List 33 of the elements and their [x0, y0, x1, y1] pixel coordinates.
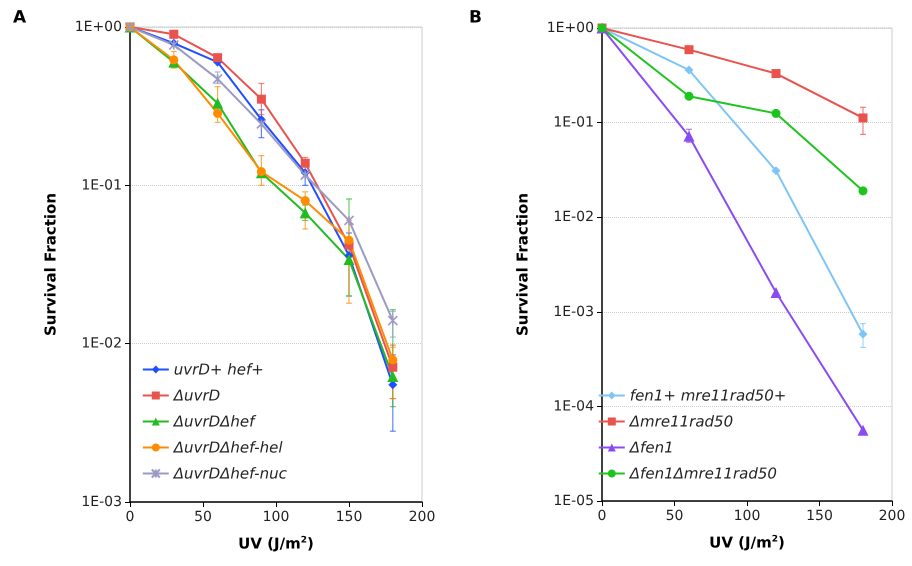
- x-tick-label: 100: [262, 509, 290, 525]
- y-tick-label: 1E-04: [553, 398, 594, 414]
- y-tick-label: 1E-03: [553, 304, 594, 320]
- chart-title: B: [469, 8, 482, 28]
- legend-label: ΔuvrDΔhef-hel: [172, 438, 284, 456]
- x-tick-label: 100: [734, 508, 760, 524]
- x-tick-label: 200: [878, 508, 906, 524]
- legend-label: ΔuvrDΔhef: [172, 412, 258, 430]
- legend-label: Δfen1Δmre11rad50: [628, 464, 777, 482]
- legend-label: ΔuvrDΔhef-nuc: [172, 464, 288, 482]
- legend-label: uvrD+ hef+: [174, 360, 264, 378]
- y-tick-label: 1E-01: [553, 114, 594, 131]
- y-tick-label: 1E-02: [553, 209, 594, 226]
- legend-label: Δmre11rad50: [628, 412, 734, 430]
- y-tick-label: 1E-01: [81, 177, 122, 194]
- legend-label: Δfen1: [628, 438, 674, 456]
- chart-title: A: [13, 8, 27, 28]
- y-tick-label: 1E-02: [81, 336, 122, 352]
- x-tick-label: 200: [408, 509, 436, 525]
- y-axis-title: Survival Fraction: [42, 192, 60, 336]
- x-tick-label: 50: [666, 508, 684, 524]
- y-tick-label: 1E-05: [553, 493, 594, 509]
- legend-label: ΔuvrD: [172, 386, 220, 404]
- x-tick-label: 0: [598, 508, 606, 524]
- x-tick-label: 150: [336, 509, 362, 525]
- legend-label: fen1+ mre11rad50+: [630, 386, 786, 404]
- x-tick-label: 50: [194, 509, 212, 525]
- x-tick-label: 0: [126, 509, 134, 525]
- x-tick-label: 150: [806, 508, 833, 524]
- y-tick-label: 1E+00: [74, 19, 122, 35]
- y-tick-label: 1E-03: [81, 494, 122, 510]
- y-axis-title: Survival Fraction: [514, 192, 532, 336]
- y-tick-label: 1E+00: [546, 20, 594, 36]
